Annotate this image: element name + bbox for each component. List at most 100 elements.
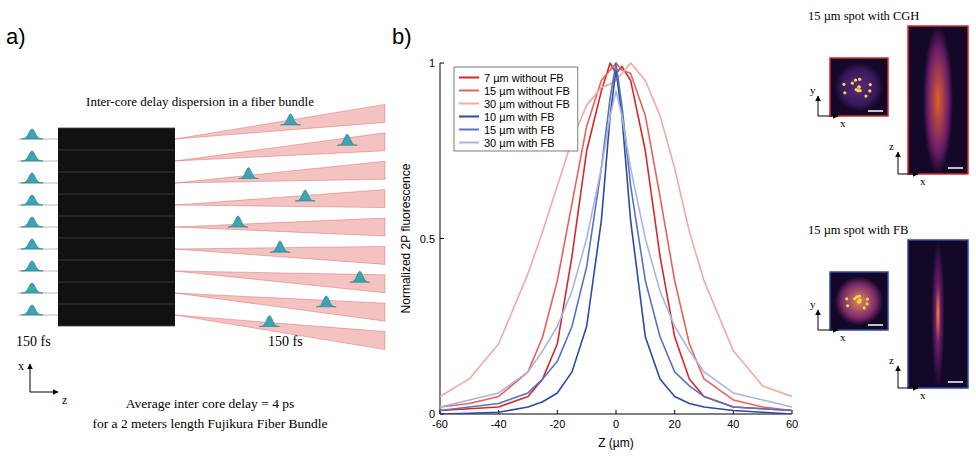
speckle [843, 91, 846, 94]
core-divider [58, 128, 175, 129]
x-tick-label: 40 [727, 418, 739, 430]
speckle [858, 300, 861, 303]
pulse [21, 283, 43, 293]
pulse [21, 305, 43, 315]
pulse [270, 241, 290, 252]
core-divider [58, 238, 175, 239]
series-line [440, 91, 792, 407]
axis-arrow [898, 174, 918, 175]
speckle [869, 83, 872, 86]
pulse [21, 195, 43, 205]
speckle [866, 298, 869, 301]
axis-letter: y [810, 84, 816, 96]
axis-letter: x [18, 359, 24, 373]
legend-label: 10 µm with FB [484, 111, 555, 123]
core-divider [58, 194, 175, 195]
axes: -60-40-20020406000.51Z (µm)Normalized 2P… [399, 57, 798, 450]
pulse [337, 134, 357, 145]
xy-image [830, 272, 888, 330]
speckle [846, 304, 849, 307]
legend: 7 µm without FB15 µm without FB30 µm wit… [454, 67, 578, 151]
output-cone [175, 190, 385, 208]
y-tick-label: 0.5 [420, 233, 435, 245]
pulse [228, 216, 248, 227]
pulse [260, 316, 280, 327]
x-tick [616, 410, 617, 414]
output-cone [175, 271, 385, 293]
axis-arrow [30, 364, 31, 392]
legend-label: 7 µm without FB [484, 72, 564, 84]
legend-swatch [459, 77, 479, 79]
speckle [853, 297, 856, 300]
speckle [857, 85, 860, 88]
speckle [857, 85, 860, 88]
diagram-title: Inter-core delay dispersion in a fiber b… [86, 94, 314, 109]
axis-letter: y [810, 298, 816, 310]
lines [440, 63, 792, 414]
y-tick [440, 238, 444, 239]
scale-bar [868, 110, 883, 112]
pulse [281, 114, 301, 125]
speckle [865, 302, 868, 305]
legend-swatch [459, 142, 479, 144]
speckle [859, 89, 862, 92]
axis-letter: z [62, 393, 67, 407]
y-tick-label: 1 [429, 57, 435, 69]
inset: 15 µm spot with FByxzx [808, 223, 968, 401]
speckle [858, 299, 861, 302]
legend-swatch [459, 116, 479, 118]
x-tick-label: -40 [491, 418, 507, 430]
caption: for a 2 meters length Fujikura Fiber Bun… [92, 416, 327, 431]
x-tick [674, 410, 675, 414]
pulse [21, 151, 43, 161]
speckle [845, 297, 848, 300]
series-line [440, 70, 792, 414]
core-divider [58, 326, 175, 327]
legend-label: 30 µm without FB [484, 98, 570, 110]
speckle [864, 95, 867, 98]
xz-image [908, 240, 968, 388]
scale-bar [948, 381, 963, 383]
panel-letter: b) [392, 24, 412, 49]
axis-arrow [898, 388, 918, 389]
series-line [440, 63, 792, 410]
axis-arrow [898, 152, 899, 174]
output-cone [175, 218, 385, 236]
axis-letter: z [889, 354, 894, 366]
output-cone [175, 133, 385, 161]
speckle [842, 83, 845, 86]
core-divider [58, 172, 175, 173]
core-divider [58, 260, 175, 261]
x-tick-label: 0 [613, 418, 619, 430]
spot [835, 277, 884, 326]
legend-label: 30 µm with FB [484, 137, 555, 149]
legend-swatch [459, 90, 479, 92]
xy-image [830, 58, 888, 116]
inset: 15 µm spot with CGHyxzx [808, 9, 968, 187]
speckle [858, 78, 861, 81]
legend-label: 15 µm without FB [484, 85, 570, 97]
inset-title: 15 µm spot with CGH [808, 9, 919, 23]
fiber-diagram [18, 104, 385, 349]
axis-letter: x [840, 331, 846, 343]
inset-title: 15 µm spot with FB [808, 223, 908, 237]
speckle [857, 85, 860, 88]
y-tick [440, 63, 444, 64]
output-cone [175, 315, 385, 350]
core-divider [58, 304, 175, 305]
fiber-bundle [58, 128, 175, 326]
speckle [868, 89, 871, 92]
output-cone [175, 161, 385, 183]
x-tick [557, 410, 558, 414]
axis-arrow [898, 366, 899, 388]
pulse [21, 239, 43, 249]
scale-bar [868, 324, 883, 326]
axis-arrow [818, 310, 819, 330]
speckle [854, 79, 857, 82]
speckle [851, 82, 854, 85]
pulse [21, 129, 43, 139]
pulse [295, 190, 315, 201]
x-axis-title: Z (µm) [598, 436, 634, 450]
speckle [857, 300, 860, 303]
pulse-label: 150 fs [16, 334, 51, 349]
